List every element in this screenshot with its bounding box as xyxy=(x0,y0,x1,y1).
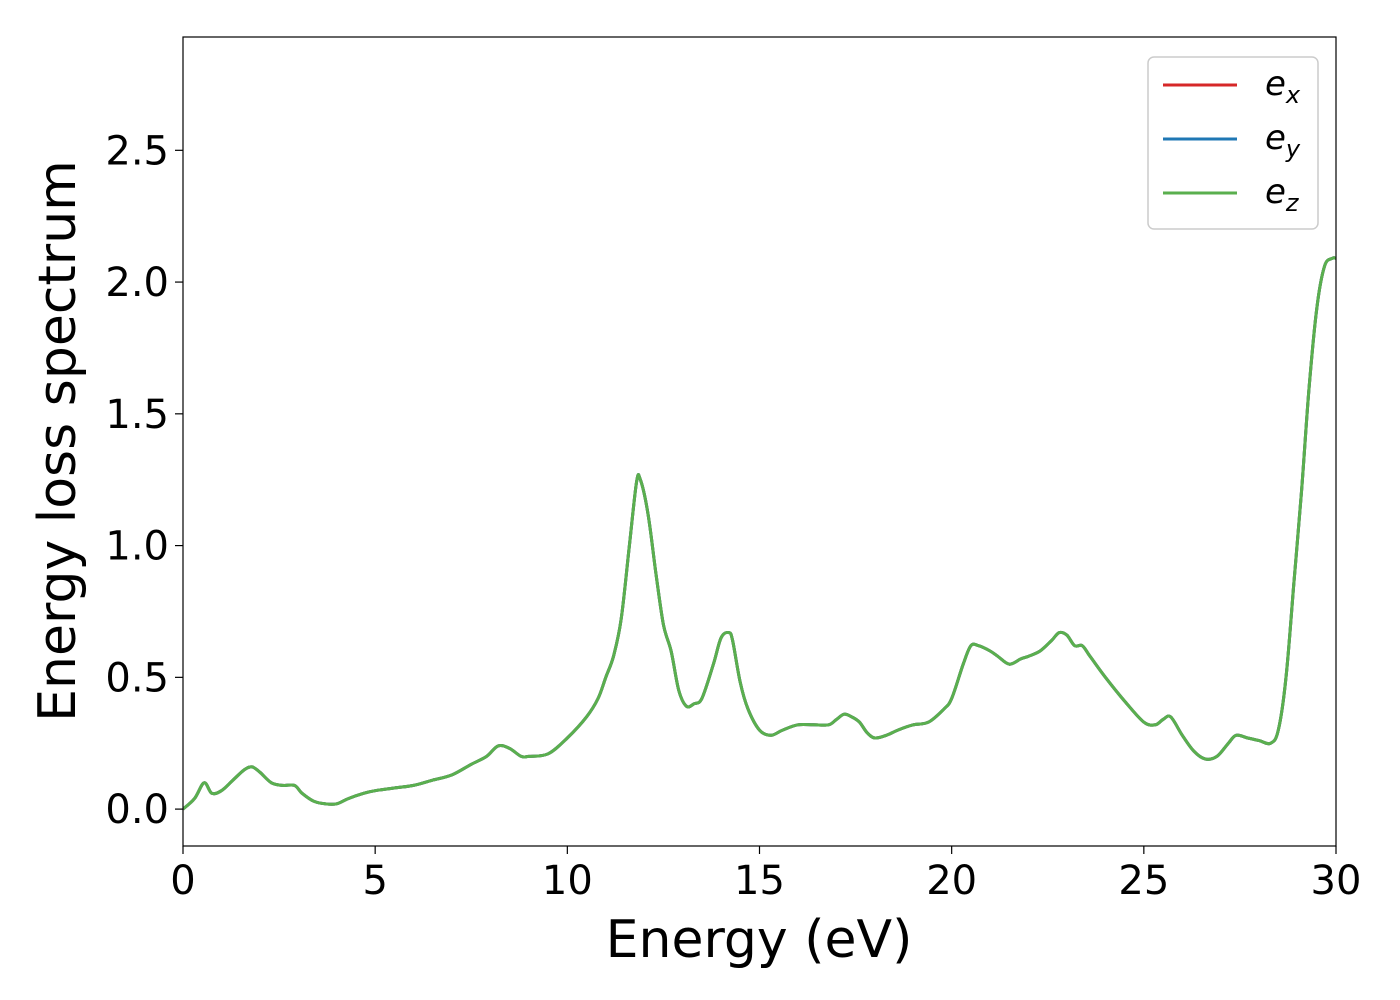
x-tick-label: 5 xyxy=(362,858,387,904)
legend-entry: ey xyxy=(1265,118,1301,163)
series-line-e-z xyxy=(183,256,1336,811)
x-tick-label: 10 xyxy=(542,858,593,904)
y-axis-ticks: 0.0 0.5 1.0 1.5 2.0 2.5 xyxy=(105,128,183,833)
legend-box xyxy=(1147,56,1319,230)
legend-entry: ex xyxy=(1265,64,1301,109)
x-tick-label: 25 xyxy=(1118,858,1169,904)
y-tick-label: 1.0 xyxy=(105,524,169,570)
x-axis-ticks: 0 5 10 15 20 25 30 xyxy=(170,846,1361,904)
legend-entry: ez xyxy=(1265,172,1300,217)
x-tick-label: 0 xyxy=(170,858,195,904)
y-axis-label: Energy loss spectrum xyxy=(28,160,88,722)
x-tick-label: 20 xyxy=(926,858,977,904)
plot-area xyxy=(183,256,1336,811)
x-tick-label: 15 xyxy=(734,858,785,904)
y-tick-label: 1.5 xyxy=(105,392,169,438)
x-axis-label: Energy (eV) xyxy=(606,910,913,970)
legend: ex ey ez xyxy=(1147,56,1319,230)
y-tick-label: 0.0 xyxy=(105,787,169,833)
x-tick-label: 30 xyxy=(1311,858,1362,904)
y-tick-label: 0.5 xyxy=(105,655,169,701)
y-tick-label: 2.0 xyxy=(105,260,169,306)
y-tick-label: 2.5 xyxy=(105,128,169,174)
